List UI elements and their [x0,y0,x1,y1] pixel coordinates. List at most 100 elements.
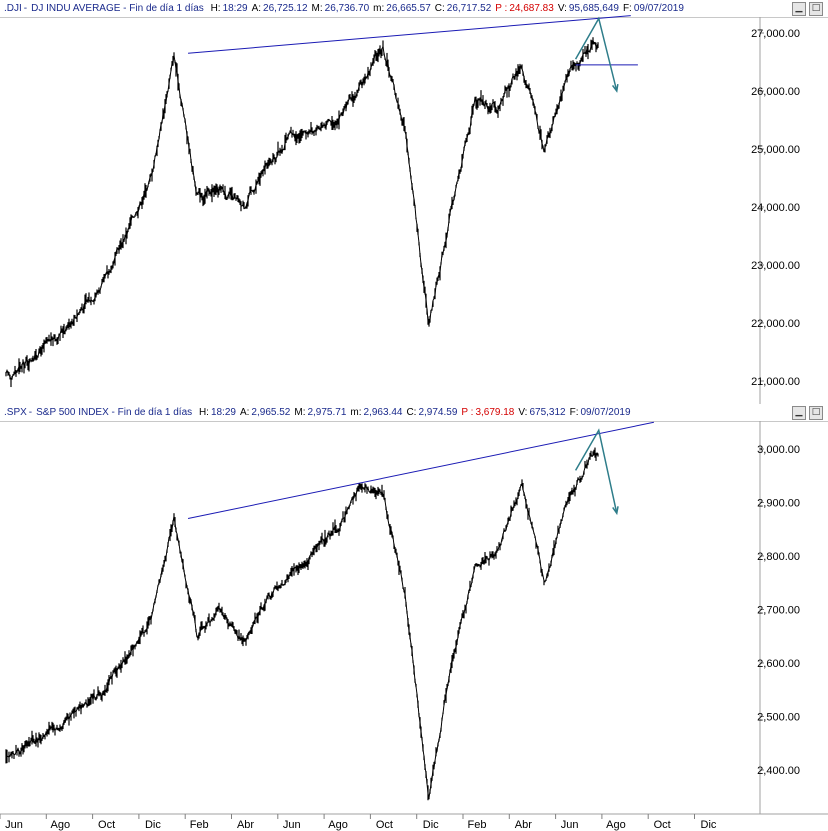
price-segment [303,130,306,133]
price-segment [389,528,392,531]
price-segment [256,180,259,184]
price-segment [439,263,442,272]
price-segment [587,457,590,464]
dji-plot: 27,000.00 26,000.00 25,000.00 24,000.00 23,0… [5,15,800,404]
price-segment [441,252,444,255]
price-segment [165,550,168,558]
price-segment [226,619,229,623]
x-tick-label: Abr [237,819,254,831]
price-segment [587,50,590,53]
price-segment [377,51,380,56]
price-segment [447,677,450,685]
x-tick-label: Feb [468,819,487,831]
price-segment [118,246,121,251]
price-segment [188,595,191,598]
price-segment [268,594,271,598]
maximize-icon[interactable]: □ [809,2,823,16]
price-segment [260,606,263,609]
price-segment [253,189,256,193]
price-segment [521,483,524,490]
price-segment [557,105,560,108]
price-segment [458,625,461,631]
price-segment [26,359,29,363]
price-segment [149,175,152,178]
price-segment [75,709,78,712]
price-segment [459,621,462,626]
minimize-icon[interactable]: ▁ [792,2,806,16]
price-segment [247,195,250,201]
price-segment [594,42,597,47]
price-segment [355,489,358,496]
price-segment [49,727,52,730]
price-segment [319,126,322,130]
price-segment [59,726,62,730]
price-segment [257,179,260,182]
price-segment [187,590,190,597]
price-segment [372,58,375,62]
price-segment [513,504,516,506]
price-segment [438,271,441,275]
price-segment [525,503,528,508]
price-segment [459,169,462,173]
price-segment [168,77,171,84]
price-segment [260,171,263,176]
price-segment [156,142,159,148]
price-segment [197,633,200,639]
y-tick-label: 2,500.00 [757,712,800,724]
price-segment [132,646,135,650]
field-value: 26,736.70 [324,3,370,14]
x-tick-label: Dic [701,819,717,831]
price-segment [60,330,63,332]
field-label: M: [294,407,306,418]
price-segment [5,754,8,757]
price-segment [133,216,136,218]
price-segment [455,642,458,648]
price-segment [179,95,182,101]
price-segment [411,185,414,193]
price-segment [452,199,455,202]
price-segment [95,694,98,701]
price-segment [141,199,144,203]
price-segment [390,529,393,534]
price-segment [583,51,586,54]
price-segment [68,715,71,720]
price-segment [154,153,157,157]
minimize-icon[interactable]: ▁ [792,406,806,420]
price-segment [466,595,469,603]
price-segment [150,614,153,620]
resistance-trendline [188,15,631,54]
price-segment [211,190,214,193]
projection-arrow [574,16,618,92]
price-segment [568,69,571,75]
price-segment [420,731,423,740]
price-segment [193,177,196,184]
price-segment [492,102,495,104]
price-segment [192,169,195,178]
price-segment [561,514,564,521]
price-segment [173,55,176,63]
price-segment [101,691,104,696]
price-segment [315,128,318,133]
price-segment [397,102,400,110]
price-segment [568,495,571,499]
price-segment [548,132,551,136]
price-segment [310,128,313,132]
x-tick-label: Oct [98,819,115,831]
price-segment [415,686,418,695]
price-segment [313,547,316,551]
price-segment [373,54,376,60]
price-segment [177,80,180,88]
price-segment [514,71,517,78]
price-segment [374,54,377,57]
maximize-icon[interactable]: □ [809,406,823,420]
field-value: 2,975.71 [307,407,347,418]
price-segment [215,610,218,613]
price-segment [190,160,193,168]
spx-symbol: .SPX [4,407,27,418]
price-segment [35,354,38,357]
price-segment [509,84,512,89]
price-segment [284,580,287,585]
price-segment [32,359,35,362]
field-value: 26,665.57 [386,3,431,14]
y-tick-label: 23,000.00 [751,260,800,272]
